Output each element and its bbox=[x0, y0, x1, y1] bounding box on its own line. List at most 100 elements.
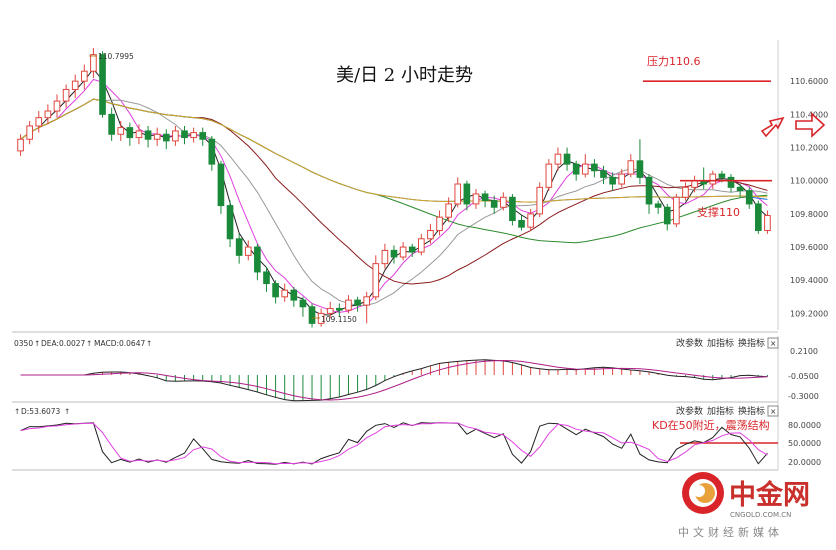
macd-tick: -0.3000 bbox=[788, 392, 819, 401]
candle-body bbox=[563, 153, 571, 165]
price-tick-label: 110.2000 bbox=[790, 144, 828, 153]
macd-dea-legend: DEA:0.0027 bbox=[41, 339, 86, 348]
support-label: 支撑110 bbox=[697, 205, 740, 219]
macd-close-icon[interactable]: × bbox=[770, 339, 776, 348]
candle-body bbox=[53, 100, 61, 112]
kd-edit-params-button[interactable]: 改参数 bbox=[676, 405, 703, 417]
macd-edit-params-button[interactable]: 改参数 bbox=[676, 337, 703, 349]
kd-tick: 50.0000 bbox=[788, 439, 821, 448]
kd-add-indicator-button[interactable]: 加指标 bbox=[707, 405, 734, 417]
kd-close-icon[interactable]: × bbox=[770, 407, 776, 416]
candle-body bbox=[527, 213, 534, 228]
candle-body bbox=[591, 163, 598, 172]
candle-body bbox=[172, 130, 179, 142]
candle-body bbox=[117, 127, 125, 135]
candle-body bbox=[472, 193, 480, 205]
candle-body bbox=[336, 307, 343, 311]
candle-body bbox=[290, 289, 298, 301]
candle-body bbox=[755, 203, 762, 231]
macd-diff-line bbox=[20, 359, 768, 402]
candle-body bbox=[618, 173, 626, 185]
kd-d-legend: D:53.6073 bbox=[21, 407, 61, 416]
price-tick-label: 110.0000 bbox=[790, 177, 828, 186]
candle-body bbox=[281, 289, 289, 298]
logo-domain: CNGOLD.COM.CN bbox=[730, 511, 791, 519]
candle-body bbox=[509, 196, 516, 222]
kd-note: KD在50附近，震荡结构 bbox=[652, 418, 770, 432]
candle-body bbox=[272, 283, 279, 298]
candle-body bbox=[663, 206, 671, 225]
candle-body bbox=[345, 299, 352, 311]
candle-body bbox=[208, 138, 216, 165]
candle-body bbox=[254, 246, 261, 273]
candle-body bbox=[108, 113, 115, 135]
cngold-logo: 中金网 CNGOLD.COM.CN 中文财经新媒体 bbox=[678, 472, 810, 539]
macd-arrow-icon-2: ↑ bbox=[86, 339, 92, 348]
resistance-label: 压力110.6 bbox=[647, 55, 701, 68]
kd-close-button[interactable] bbox=[767, 405, 779, 417]
candle-body bbox=[144, 130, 152, 140]
candle-body bbox=[709, 173, 717, 185]
macd-add-indicator-button[interactable]: 加指标 bbox=[707, 337, 734, 349]
candle-body bbox=[217, 163, 225, 207]
candle-body bbox=[445, 203, 452, 218]
macd-tick: 0.2100 bbox=[790, 347, 818, 356]
candle-body bbox=[536, 186, 544, 215]
macd-left-label: 0350 bbox=[14, 339, 33, 348]
macd-close-button[interactable] bbox=[767, 337, 779, 349]
candle-body bbox=[263, 271, 270, 285]
candle-body bbox=[727, 176, 735, 188]
macd-switch-indicator-button[interactable]: 换指标 bbox=[738, 337, 765, 349]
candle-body bbox=[35, 117, 43, 127]
candle-body bbox=[518, 220, 525, 228]
kd-tick: 80.0000 bbox=[788, 421, 821, 430]
macd-dea-line bbox=[20, 359, 768, 401]
candle-body bbox=[299, 299, 307, 308]
candle-body bbox=[372, 263, 380, 298]
candle-body bbox=[135, 130, 143, 139]
kd-tick: 20.0000 bbox=[788, 458, 821, 467]
candle-body bbox=[62, 88, 70, 102]
kd-d-line bbox=[20, 422, 768, 465]
low-price-label: 109.1150 bbox=[321, 315, 357, 324]
candle-body bbox=[499, 196, 507, 208]
price-tick-label: 110.4000 bbox=[790, 110, 828, 119]
candle-body bbox=[645, 176, 653, 205]
candle-body bbox=[235, 238, 243, 256]
candle-body bbox=[126, 127, 134, 139]
candle-body bbox=[71, 80, 79, 90]
macd-tick: -0.0500 bbox=[788, 372, 819, 381]
candle-body bbox=[44, 110, 52, 119]
candle-body bbox=[308, 306, 316, 324]
candle-body bbox=[418, 238, 425, 253]
candle-body bbox=[581, 163, 589, 175]
candle-body bbox=[390, 249, 398, 258]
candle-body bbox=[17, 138, 24, 152]
kd-switch-indicator-button[interactable]: 换指标 bbox=[738, 405, 765, 417]
candle-body bbox=[26, 125, 33, 140]
macd-value-legend: MACD:0.0647 bbox=[94, 339, 145, 348]
candle-body bbox=[399, 246, 407, 258]
candle-body bbox=[481, 193, 489, 202]
candle-body bbox=[80, 70, 88, 82]
candle-body bbox=[181, 130, 188, 139]
macd-arrow-icon-3: ↑ bbox=[146, 339, 152, 348]
candle-body bbox=[554, 153, 562, 165]
candle-body bbox=[764, 215, 771, 231]
logo-tagline: 中文财经新媒体 bbox=[678, 525, 783, 539]
candle-body bbox=[691, 180, 698, 188]
candle-body bbox=[609, 176, 616, 185]
up-arrow-icon bbox=[760, 116, 785, 138]
candle-body bbox=[199, 132, 207, 140]
moving-average-line bbox=[20, 98, 768, 203]
kd-arrow-icon-2: ↑ bbox=[64, 407, 70, 416]
candle-body bbox=[408, 246, 416, 253]
candle-body bbox=[682, 186, 689, 198]
candle-body bbox=[162, 133, 170, 142]
candle-body bbox=[153, 133, 161, 140]
candle-body bbox=[572, 163, 580, 175]
candle-body bbox=[627, 160, 635, 175]
candle-body bbox=[454, 183, 462, 205]
candle-body bbox=[381, 249, 389, 265]
